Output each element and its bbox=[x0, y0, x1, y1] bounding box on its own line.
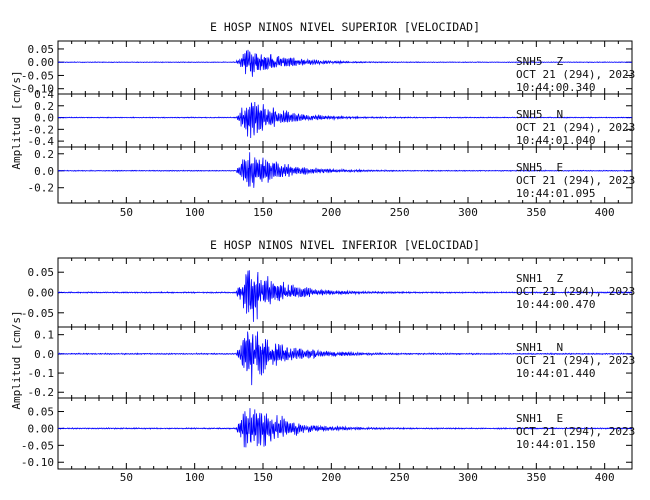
station-channel: SNH5 N bbox=[516, 108, 563, 121]
x-tick-label: 50 bbox=[120, 206, 133, 219]
record-time: 10:44:01.095 bbox=[516, 187, 595, 200]
station-name: SNH5 bbox=[516, 161, 543, 174]
record-date: OCT 21 (294), 2023 bbox=[516, 121, 635, 134]
x-tick-label: 400 bbox=[595, 471, 615, 484]
y-tick-label: 0.0 bbox=[34, 165, 54, 178]
x-tick-label: 250 bbox=[390, 471, 410, 484]
seismic-trace bbox=[57, 408, 633, 448]
y-tick-label: -0.2 bbox=[28, 182, 55, 195]
y-tick-label: 0.00 bbox=[28, 422, 55, 435]
station-channel: SNH1 N bbox=[516, 341, 563, 354]
y-tick-label: 0.4 bbox=[34, 88, 54, 101]
x-tick-label: 200 bbox=[321, 471, 341, 484]
y-tick-label: -0.2 bbox=[28, 386, 55, 399]
seismic-trace bbox=[58, 331, 633, 386]
y-tick-label: -0.05 bbox=[21, 307, 54, 320]
y-tick-label: 0.05 bbox=[28, 266, 55, 279]
record-date: OCT 21 (294), 2023 bbox=[516, 354, 635, 367]
x-tick-label: 300 bbox=[458, 206, 478, 219]
station-name: SNH1 bbox=[516, 272, 543, 285]
seismic-trace bbox=[58, 101, 633, 139]
record-time: 10:44:01.150 bbox=[516, 438, 595, 451]
x-tick-label: 350 bbox=[526, 206, 546, 219]
channel-name: Z bbox=[557, 55, 564, 68]
y-tick-label: -0.2 bbox=[28, 123, 55, 136]
record-date: OCT 21 (294), 2023 bbox=[516, 68, 635, 81]
x-tick-label: 100 bbox=[185, 206, 205, 219]
channel-name: E bbox=[557, 161, 564, 174]
y-tick-label: 0.00 bbox=[28, 56, 55, 69]
x-tick-label: 50 bbox=[120, 471, 133, 484]
record-time: 10:44:00.470 bbox=[516, 298, 595, 311]
x-tick-label: 150 bbox=[253, 471, 273, 484]
y-tick-label: -0.10 bbox=[21, 456, 54, 469]
station-channel: SNH1 E bbox=[516, 412, 563, 425]
x-tick-label: 250 bbox=[390, 206, 410, 219]
y-axis-label: Amplitud [cm/s] bbox=[10, 70, 23, 169]
y-tick-label: -0.05 bbox=[21, 69, 54, 82]
y-tick-label: 0.05 bbox=[28, 43, 55, 56]
y-tick-label: 0.2 bbox=[34, 100, 54, 113]
y-tick-label: 0.0 bbox=[34, 112, 54, 125]
record-time: 10:44:01.040 bbox=[516, 134, 595, 147]
seismic-trace bbox=[57, 152, 633, 188]
station-name: SNH1 bbox=[516, 341, 543, 354]
y-tick-label: 0.2 bbox=[34, 148, 54, 161]
chart-title: E HOSP NINOS NIVEL INFERIOR [VELOCIDAD] bbox=[210, 238, 480, 252]
y-tick-label: 0.1 bbox=[34, 329, 54, 342]
seismic-trace bbox=[57, 270, 632, 322]
station-channel: SNH5 Z bbox=[516, 55, 564, 68]
y-tick-label: -0.4 bbox=[28, 135, 55, 148]
chart-title: E HOSP NINOS NIVEL SUPERIOR [VELOCIDAD] bbox=[210, 20, 480, 34]
x-tick-label: 350 bbox=[526, 471, 546, 484]
record-date: OCT 21 (294), 2023 bbox=[516, 174, 635, 187]
y-tick-label: -0.1 bbox=[28, 367, 55, 380]
record-time: 10:44:01.440 bbox=[516, 367, 595, 380]
seismic-trace bbox=[57, 49, 632, 77]
station-name: SNH1 bbox=[516, 412, 543, 425]
x-tick-label: 150 bbox=[253, 206, 273, 219]
x-tick-label: 100 bbox=[185, 471, 205, 484]
station-name: SNH5 bbox=[516, 55, 543, 68]
station-channel: SNH5 E bbox=[516, 161, 563, 174]
station-name: SNH5 bbox=[516, 108, 543, 121]
y-tick-label: -0.10 bbox=[21, 83, 54, 96]
channel-name: N bbox=[557, 108, 564, 121]
station-channel: SNH1 Z bbox=[516, 272, 564, 285]
y-tick-label: 0.0 bbox=[34, 348, 54, 361]
channel-name: E bbox=[557, 412, 564, 425]
y-tick-label: -0.05 bbox=[21, 439, 54, 452]
record-time: 10:44:00.340 bbox=[516, 81, 595, 94]
channel-name: Z bbox=[557, 272, 564, 285]
channel-name: N bbox=[557, 341, 564, 354]
x-tick-label: 400 bbox=[595, 206, 615, 219]
y-axis-label: Amplitud [cm/s] bbox=[10, 310, 23, 409]
record-date: OCT 21 (294), 2023 bbox=[516, 425, 635, 438]
y-tick-label: 0.00 bbox=[28, 287, 55, 300]
x-tick-label: 300 bbox=[458, 471, 478, 484]
y-tick-label: 0.05 bbox=[28, 406, 55, 419]
x-tick-label: 200 bbox=[321, 206, 341, 219]
record-date: OCT 21 (294), 2023 bbox=[516, 285, 635, 298]
